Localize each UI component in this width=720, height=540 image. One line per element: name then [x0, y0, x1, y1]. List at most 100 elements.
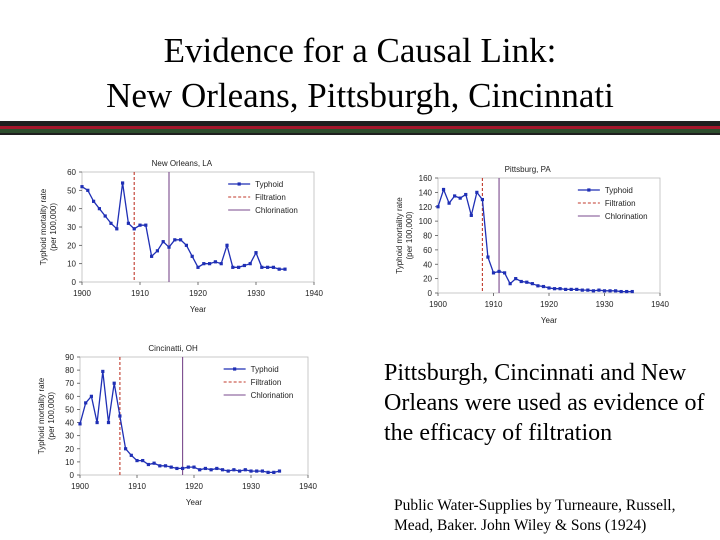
x-tick-label: 1930 — [247, 289, 265, 298]
x-tick-label: 1940 — [305, 289, 323, 298]
typhoid-point — [202, 262, 206, 266]
legend-typhoid-label: Typhoid — [605, 186, 633, 195]
chart-title: Cincinatti, OH — [148, 344, 198, 353]
typhoid-point — [231, 265, 235, 269]
legend-typhoid-label: Typhoid — [251, 365, 279, 374]
y-tick-label: 20 — [423, 275, 432, 284]
y-tick-label: 80 — [65, 366, 74, 375]
y-axis-label: Typhoid mortality rate — [37, 377, 46, 454]
typhoid-point — [536, 284, 540, 288]
x-tick-label: 1930 — [242, 482, 260, 491]
y-tick-label: 0 — [70, 471, 75, 480]
typhoid-point — [475, 190, 479, 194]
typhoid-point — [192, 465, 196, 469]
typhoid-point — [126, 221, 130, 225]
x-tick-label: 1920 — [189, 289, 207, 298]
x-tick-label: 1900 — [71, 482, 89, 491]
typhoid-point — [97, 207, 101, 211]
source-citation: Public Water-Supplies by Turneaure, Russ… — [394, 497, 676, 534]
divider-rule-red — [0, 126, 720, 129]
typhoid-point — [464, 192, 468, 197]
y-tick-label: 30 — [65, 432, 74, 441]
typhoid-point — [112, 381, 116, 385]
typhoid-point — [575, 287, 579, 292]
x-tick-label: 1940 — [651, 300, 669, 309]
legend-filtration-label: Filtration — [255, 193, 286, 202]
y-tick-label: 0 — [428, 289, 433, 298]
typhoid-point — [184, 243, 188, 247]
typhoid-point — [266, 265, 270, 269]
typhoid-point — [163, 464, 168, 468]
typhoid-point — [564, 287, 568, 292]
typhoid-point — [86, 188, 90, 192]
typhoid-point — [480, 197, 484, 202]
y-tick-label: 80 — [423, 232, 432, 241]
slide-title: Evidence for a Causal Link: New Orleans,… — [0, 28, 720, 118]
typhoid-point — [580, 288, 584, 292]
typhoid-point — [283, 267, 287, 271]
x-tick-label: 1910 — [131, 289, 149, 298]
typhoid-point — [175, 466, 179, 471]
legend-filtration-label: Filtration — [251, 378, 282, 387]
typhoid-point — [209, 468, 213, 472]
typhoid-point — [196, 265, 200, 269]
typhoid-point — [277, 267, 281, 271]
typhoid-point — [124, 447, 128, 451]
typhoid-point — [141, 458, 145, 463]
legend-chlorination-label: Chlorination — [251, 391, 294, 400]
typhoid-point — [436, 205, 440, 209]
typhoid-point — [155, 249, 159, 253]
divider-rule — [0, 121, 720, 126]
legend-chlorination-label: Chlorination — [255, 206, 298, 215]
typhoid-point — [181, 466, 185, 471]
typhoid-point — [630, 289, 634, 294]
typhoid-point — [277, 469, 282, 473]
typhoid-point — [135, 458, 139, 463]
title-line-1: Evidence for a Causal Link: — [163, 31, 557, 70]
typhoid-point — [144, 223, 148, 227]
y-tick-label: 40 — [65, 419, 74, 428]
typhoid-point — [225, 243, 229, 247]
x-tick-label: 1920 — [540, 300, 558, 309]
typhoid-point — [608, 289, 612, 293]
x-tick-label: 1900 — [429, 300, 447, 309]
x-tick-label: 1910 — [485, 300, 503, 309]
typhoid-point — [249, 469, 253, 473]
y-axis-label-units: (per 100,000) — [49, 203, 58, 251]
typhoid-point — [215, 466, 219, 471]
typhoid-point — [614, 289, 618, 293]
x-tick-label: 1910 — [128, 482, 146, 491]
typhoid-point — [169, 465, 173, 469]
typhoid-point — [486, 255, 490, 259]
y-tick-label: 50 — [65, 405, 74, 414]
typhoid-point — [115, 227, 119, 231]
typhoid-point — [255, 469, 259, 473]
typhoid-point — [138, 223, 142, 227]
typhoid-point — [103, 214, 107, 218]
y-tick-label: 0 — [72, 278, 77, 287]
legend-typhoid-marker — [237, 182, 241, 186]
typhoid-point — [453, 194, 457, 198]
typhoid-point — [132, 227, 136, 231]
typhoid-point — [447, 201, 451, 205]
typhoid-point — [597, 288, 601, 292]
typhoid-point — [260, 265, 264, 269]
chart-title: New Orleans, LA — [152, 159, 213, 168]
typhoid-point — [586, 288, 590, 292]
typhoid-point — [248, 262, 252, 266]
typhoid-point — [152, 461, 156, 465]
x-axis-label: Year — [541, 316, 558, 325]
y-axis-label-units: (per 100,000) — [405, 211, 414, 259]
typhoid-point — [95, 420, 99, 425]
typhoid-point — [491, 271, 496, 275]
typhoid-point — [525, 280, 529, 284]
y-tick-label: 60 — [67, 168, 76, 177]
typhoid-point — [92, 199, 96, 203]
divider-rule-green — [0, 129, 720, 133]
typhoid-point — [266, 470, 270, 474]
typhoid-point — [271, 265, 275, 269]
typhoid-point — [243, 468, 247, 472]
x-tick-label: 1900 — [73, 289, 91, 298]
legend-typhoid-marker — [587, 188, 591, 192]
